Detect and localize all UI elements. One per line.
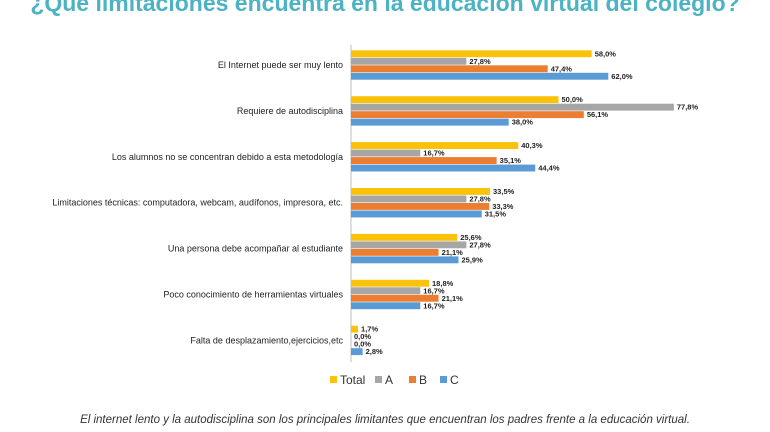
category-label-los-alumnos-no-se-concentran-debido-a-esta-metodologia: Los alumnos no se concentran debido a es… [112, 152, 343, 162]
chart-caption: El internet lento y la autodisciplina so… [80, 414, 690, 426]
bars-group: El Internet puede ser muy lento 58,0% 27,8… [52, 49, 698, 356]
legend-swatch-c [440, 376, 447, 383]
category-label-falta-de-desplazamiento-ejercicios-etc: Falta de desplazamiento,ejercicios,etc [190, 335, 343, 345]
value-label-total-limitaciones-tecnicas-computadora-webcam-audifonos-impresora-etc: 33,5% [493, 187, 515, 196]
bar-a-el-internet-puede-ser-muy-lento [351, 57, 467, 65]
legend-swatch-a [375, 376, 382, 383]
bar-c-requiere-de-autodisciplina [351, 118, 509, 126]
value-label-a-falta-de-desplazamiento-ejercicios-etc: 0,0% [354, 332, 371, 341]
bar-a-una-persona-debe-acompanar-al-estudiante [351, 241, 467, 249]
value-label-b-el-internet-puede-ser-muy-lento: 47,4% [551, 64, 573, 73]
bar-total-requiere-de-autodisciplina [351, 96, 559, 104]
bar-b-poco-conocimiento-de-herramientas-virtuales [351, 294, 439, 302]
bar-a-limitaciones-tecnicas-computadora-webcam-audifonos-impresora-etc [351, 195, 467, 203]
bar-b-el-internet-puede-ser-muy-lento [351, 65, 548, 73]
bar-c-falta-de-desplazamiento-ejercicios-etc [351, 348, 363, 356]
value-label-c-una-persona-debe-acompanar-al-estudiante: 25,9% [461, 255, 483, 264]
value-label-total-falta-de-desplazamiento-ejercicios-etc: 1,7% [361, 325, 378, 334]
bar-b-los-alumnos-no-se-concentran-debido-a-esta-metodologia [351, 157, 497, 164]
value-label-c-el-internet-puede-ser-muy-lento: 62,0% [611, 72, 633, 81]
category-label-requiere-de-autodisciplina: Requiere de autodisciplina [237, 106, 343, 116]
bar-total-el-internet-puede-ser-muy-lento [351, 50, 592, 58]
legend-label-b: B [419, 373, 427, 387]
value-label-total-los-alumnos-no-se-concentran-debido-a-esta-metodologia: 40,3% [521, 141, 543, 150]
value-label-c-poco-conocimiento-de-herramientas-virtuales: 16,7% [423, 301, 445, 310]
category-label-poco-conocimiento-de-herramientas-virtuales: Poco conocimiento de herramientas virtua… [163, 290, 343, 300]
value-label-b-limitaciones-tecnicas-computadora-webcam-audifonos-impresora-etc: 33,3% [492, 202, 514, 211]
value-label-c-limitaciones-tecnicas-computadora-webcam-audifonos-impresora-etc: 31,5% [485, 210, 507, 219]
legend-swatch-total [330, 376, 337, 383]
bar-b-limitaciones-tecnicas-computadora-webcam-audifonos-impresora-etc [351, 203, 490, 210]
value-label-c-los-alumnos-no-se-concentran-debido-a-esta-metodologia: 44,4% [538, 164, 560, 173]
category-label-limitaciones-tecnicas-computadora-webcam-audifonos-impresora-etc: Limitaciones técnicas: computadora, webc… [52, 198, 343, 208]
category-label-una-persona-debe-acompanar-al-estudiante: Una persona debe acompañar al estudiante [168, 244, 343, 254]
bar-chart: El Internet puede ser muy lento 58,0% 27,8… [52, 45, 698, 387]
bar-a-poco-conocimiento-de-herramientas-virtuales [351, 287, 421, 295]
value-label-total-el-internet-puede-ser-muy-lento: 58,0% [595, 49, 617, 58]
bar-c-poco-conocimiento-de-herramientas-virtuales [351, 302, 421, 310]
bar-total-una-persona-debe-acompanar-al-estudiante [351, 233, 458, 241]
bar-c-una-persona-debe-acompanar-al-estudiante [351, 256, 459, 264]
legend-label-c: C [450, 373, 459, 387]
bar-c-limitaciones-tecnicas-computadora-webcam-audifonos-impresora-etc [351, 210, 482, 218]
legend-label-total: Total [340, 373, 365, 387]
legend: Total A B C [330, 373, 459, 387]
value-label-c-requiere-de-autodisciplina: 38,0% [512, 118, 534, 127]
bar-a-requiere-de-autodisciplina [351, 103, 674, 111]
value-label-a-una-persona-debe-acompanar-al-estudiante: 27,8% [469, 240, 491, 249]
bar-c-los-alumnos-no-se-concentran-debido-a-esta-metodologia [351, 164, 536, 172]
value-label-b-una-persona-debe-acompanar-al-estudiante: 21,1% [442, 248, 464, 257]
bar-a-los-alumnos-no-se-concentran-debido-a-esta-metodologia [351, 149, 421, 157]
bar-b-una-persona-debe-acompanar-al-estudiante [351, 248, 439, 256]
value-label-b-requiere-de-autodisciplina: 56,1% [587, 110, 609, 119]
value-label-a-poco-conocimiento-de-herramientas-virtuales: 16,7% [423, 286, 445, 295]
bar-total-limitaciones-tecnicas-computadora-webcam-audifonos-impresora-etc [351, 188, 491, 195]
bar-total-los-alumnos-no-se-concentran-debido-a-esta-metodologia [351, 142, 519, 149]
value-label-a-el-internet-puede-ser-muy-lento: 27,8% [469, 57, 491, 66]
legend-label-a: A [385, 373, 393, 387]
value-label-b-poco-conocimiento-de-herramientas-virtuales: 21,1% [442, 294, 464, 303]
category-label-el-internet-puede-ser-muy-lento: El Internet puede ser muy lento [218, 60, 343, 70]
value-label-a-limitaciones-tecnicas-computadora-webcam-audifonos-impresora-etc: 27,8% [469, 195, 491, 204]
bar-b-requiere-de-autodisciplina [351, 111, 584, 119]
value-label-b-falta-de-desplazamiento-ejercicios-etc: 0,0% [354, 340, 371, 349]
value-label-total-poco-conocimiento-de-herramientas-virtuales: 18,8% [432, 279, 454, 288]
value-label-b-los-alumnos-no-se-concentran-debido-a-esta-metodologia: 35,1% [500, 156, 522, 165]
bar-total-poco-conocimiento-de-herramientas-virtuales [351, 279, 430, 287]
value-label-a-los-alumnos-no-se-concentran-debido-a-esta-metodologia: 16,7% [423, 149, 445, 158]
bar-c-el-internet-puede-ser-muy-lento [351, 72, 609, 80]
value-label-total-requiere-de-autodisciplina: 50,0% [562, 95, 584, 104]
legend-swatch-b [409, 376, 416, 383]
value-label-c-falta-de-desplazamiento-ejercicios-etc: 2,8% [366, 347, 383, 356]
chart-title: ¿Qué limitaciones encuentra en la educac… [30, 0, 740, 16]
value-label-a-requiere-de-autodisciplina: 77,8% [677, 103, 699, 112]
value-label-total-una-persona-debe-acompanar-al-estudiante: 25,6% [460, 233, 482, 242]
bar-total-falta-de-desplazamiento-ejercicios-etc [351, 325, 359, 333]
